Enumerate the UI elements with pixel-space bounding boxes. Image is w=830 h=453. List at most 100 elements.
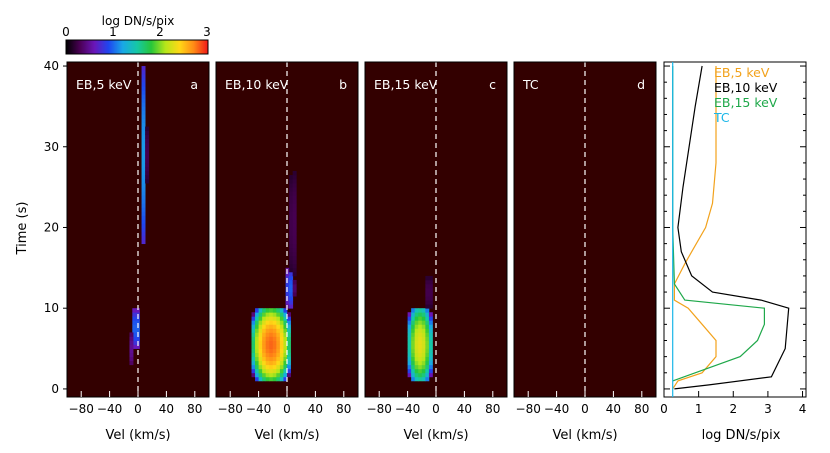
heatmap-cell	[292, 207, 297, 212]
heatmap-cell	[425, 324, 430, 329]
heatmap-cell	[425, 283, 430, 289]
heatmap-cell	[418, 348, 423, 354]
heatmap-cell	[132, 344, 137, 349]
heatmap-cell	[287, 372, 291, 378]
heatmap-cell	[265, 308, 270, 313]
y-tick-label: 30	[44, 140, 59, 154]
heatmap-cell	[418, 320, 423, 325]
heatmap-cell	[414, 316, 419, 321]
heatmap-cell	[129, 332, 134, 337]
x-tick-label: 0	[432, 402, 440, 416]
heatmap-cell	[251, 364, 256, 370]
heatmap-cell	[262, 364, 267, 370]
heatmap-cell	[262, 352, 267, 358]
heatmap-cell	[289, 183, 294, 188]
heatmap-cell	[132, 312, 137, 317]
heatmap-cell	[141, 66, 146, 71]
heatmap-cell	[283, 340, 288, 345]
heatmap-cell	[129, 336, 134, 341]
heatmap-cell	[141, 142, 146, 148]
heatmap-cell	[141, 134, 146, 140]
heatmap-cell	[289, 288, 294, 293]
heatmap-cell	[425, 328, 430, 333]
heatmap-cell	[287, 320, 291, 325]
heatmap-cell	[407, 352, 412, 358]
heatmap-cell	[287, 368, 291, 374]
heatmap-cell	[418, 312, 423, 317]
heatmap-cell	[258, 344, 263, 349]
heatmap-cell	[421, 308, 426, 313]
heatmap-cell	[428, 279, 433, 285]
heatmap-cell	[418, 332, 423, 337]
heatmap-cell	[289, 296, 294, 301]
heatmap-cell	[255, 320, 259, 325]
heatmap-cell	[145, 166, 150, 172]
heatmap-cell	[262, 376, 267, 382]
heatmap-cell	[145, 138, 150, 144]
heatmap-cell	[251, 368, 256, 374]
heatmap-cell	[251, 352, 256, 358]
heatmap-cell	[287, 360, 291, 366]
heatmap-cell	[428, 356, 433, 362]
heatmap-cell	[411, 312, 416, 317]
heatmap-cell	[414, 332, 419, 337]
heatmap-cell	[289, 292, 294, 297]
heatmap-cell	[292, 279, 297, 285]
heatmap-cell	[141, 215, 146, 220]
heatmap-cell	[283, 356, 288, 362]
heatmap-cell	[279, 340, 284, 345]
heatmap-cell	[141, 154, 146, 160]
heatmap-cell	[251, 312, 256, 317]
heatmap-cell	[129, 360, 134, 366]
heatmap-cell	[428, 300, 433, 305]
heatmap-cell	[411, 336, 416, 341]
heatmap-cell	[272, 312, 277, 317]
heatmap-cell	[421, 332, 426, 337]
heatmap-cell	[414, 372, 419, 378]
heatmap-cell	[279, 324, 284, 329]
heatmap-cell	[255, 372, 259, 378]
heatmap-cell	[418, 336, 423, 341]
heatmap-cell	[283, 308, 288, 313]
heatmap-cell	[414, 312, 419, 317]
heatmap-cell	[407, 344, 412, 349]
heatmap-cell	[132, 320, 137, 325]
heatmap-cell	[287, 352, 291, 358]
heatmap-cell	[276, 352, 281, 358]
heatmap-cell	[272, 324, 277, 329]
heatmap-cell	[255, 368, 259, 374]
heatmap-cell	[255, 308, 259, 313]
heatmap-cell	[292, 288, 297, 293]
heatmap-cell	[287, 340, 291, 345]
heatmap-cell	[132, 340, 137, 345]
heatmap-cell	[269, 372, 274, 378]
heatmap-cell	[272, 372, 277, 378]
heatmap-cell	[292, 267, 297, 273]
heatmap-cell	[407, 348, 412, 354]
heatmap-cell	[421, 368, 426, 374]
heatmap-cell	[418, 308, 423, 313]
heatmap-cell	[428, 316, 433, 321]
heatmap-cell	[283, 320, 288, 325]
x-tick-label: 0	[283, 402, 291, 416]
heatmap-cell	[272, 348, 277, 354]
heatmap-cell	[258, 324, 263, 329]
heatmap-cell	[411, 344, 416, 349]
colorbar-tick-3: 3	[203, 25, 211, 39]
heatmap-cell	[141, 162, 146, 168]
x-tick-label: 2	[729, 402, 737, 416]
heatmap-cell	[255, 344, 259, 349]
heatmap-cell	[145, 134, 150, 140]
x-tick-label: 0	[134, 402, 142, 416]
series-line	[674, 65, 790, 390]
heatmap-cell	[141, 146, 146, 152]
heatmap-cell	[285, 283, 290, 289]
heatmap-cell	[272, 376, 277, 382]
panel-letter: a	[190, 77, 198, 92]
heatmap-cell	[265, 376, 270, 382]
heatmap-cell	[425, 288, 430, 293]
heatmap-cell	[269, 328, 274, 333]
heatmap-cell	[289, 223, 294, 228]
heatmap-cell	[269, 340, 274, 345]
